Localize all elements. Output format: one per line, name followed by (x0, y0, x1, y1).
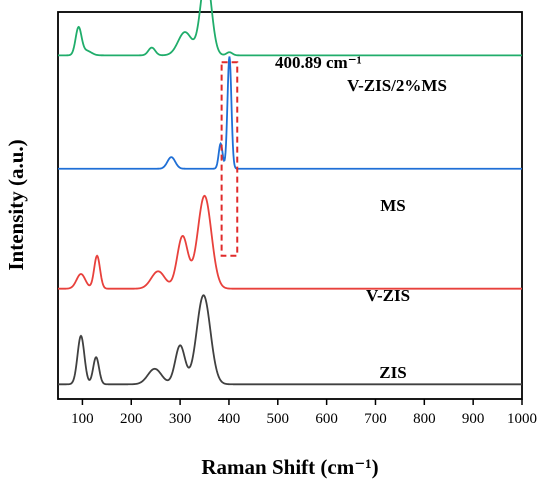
x-tick-label-800: 800 (413, 411, 436, 427)
y-axis-title: Intensity (a.u.) (4, 139, 28, 270)
x-tick-label-100: 100 (71, 411, 94, 427)
series-label-v-zis: V-ZIS (366, 286, 410, 305)
series-line-v-zis-2-ms (58, 0, 522, 57)
series-label-v-zis-2-ms: V-ZIS/2%MS (347, 76, 447, 95)
x-tick-label-200: 200 (120, 411, 143, 427)
x-tick-label-600: 600 (315, 411, 338, 427)
series-line-ms (58, 56, 522, 170)
series-labels: ZIS V-ZIS MS V-ZIS/2%MS (347, 76, 447, 382)
plot-frame (57, 11, 523, 400)
x-tick-label-1000: 1000 (507, 411, 537, 427)
series-line-zis (58, 294, 522, 386)
annotation-layer: 400.89 cm⁻¹ (220, 53, 362, 257)
x-tick-label-500: 500 (267, 411, 290, 427)
series-line-v-zis (58, 194, 522, 290)
series-label-zis: ZIS (379, 363, 406, 382)
annotation-label: 400.89 cm⁻¹ (275, 53, 362, 72)
x-tick-label-700: 700 (364, 411, 387, 427)
series-label-ms: MS (380, 196, 406, 215)
x-axis-title: Raman Shift (cm⁻¹) (201, 455, 378, 479)
series-layer (58, 0, 522, 386)
annotation-dashed-box (220, 61, 239, 257)
x-tick-label-400: 400 (218, 411, 241, 427)
x-tick-label-300: 300 (169, 411, 192, 427)
x-tick-label-900: 900 (462, 411, 485, 427)
x-axis-ticks: 100 200 300 400 500 600 700 800 900 1000 (71, 399, 537, 427)
